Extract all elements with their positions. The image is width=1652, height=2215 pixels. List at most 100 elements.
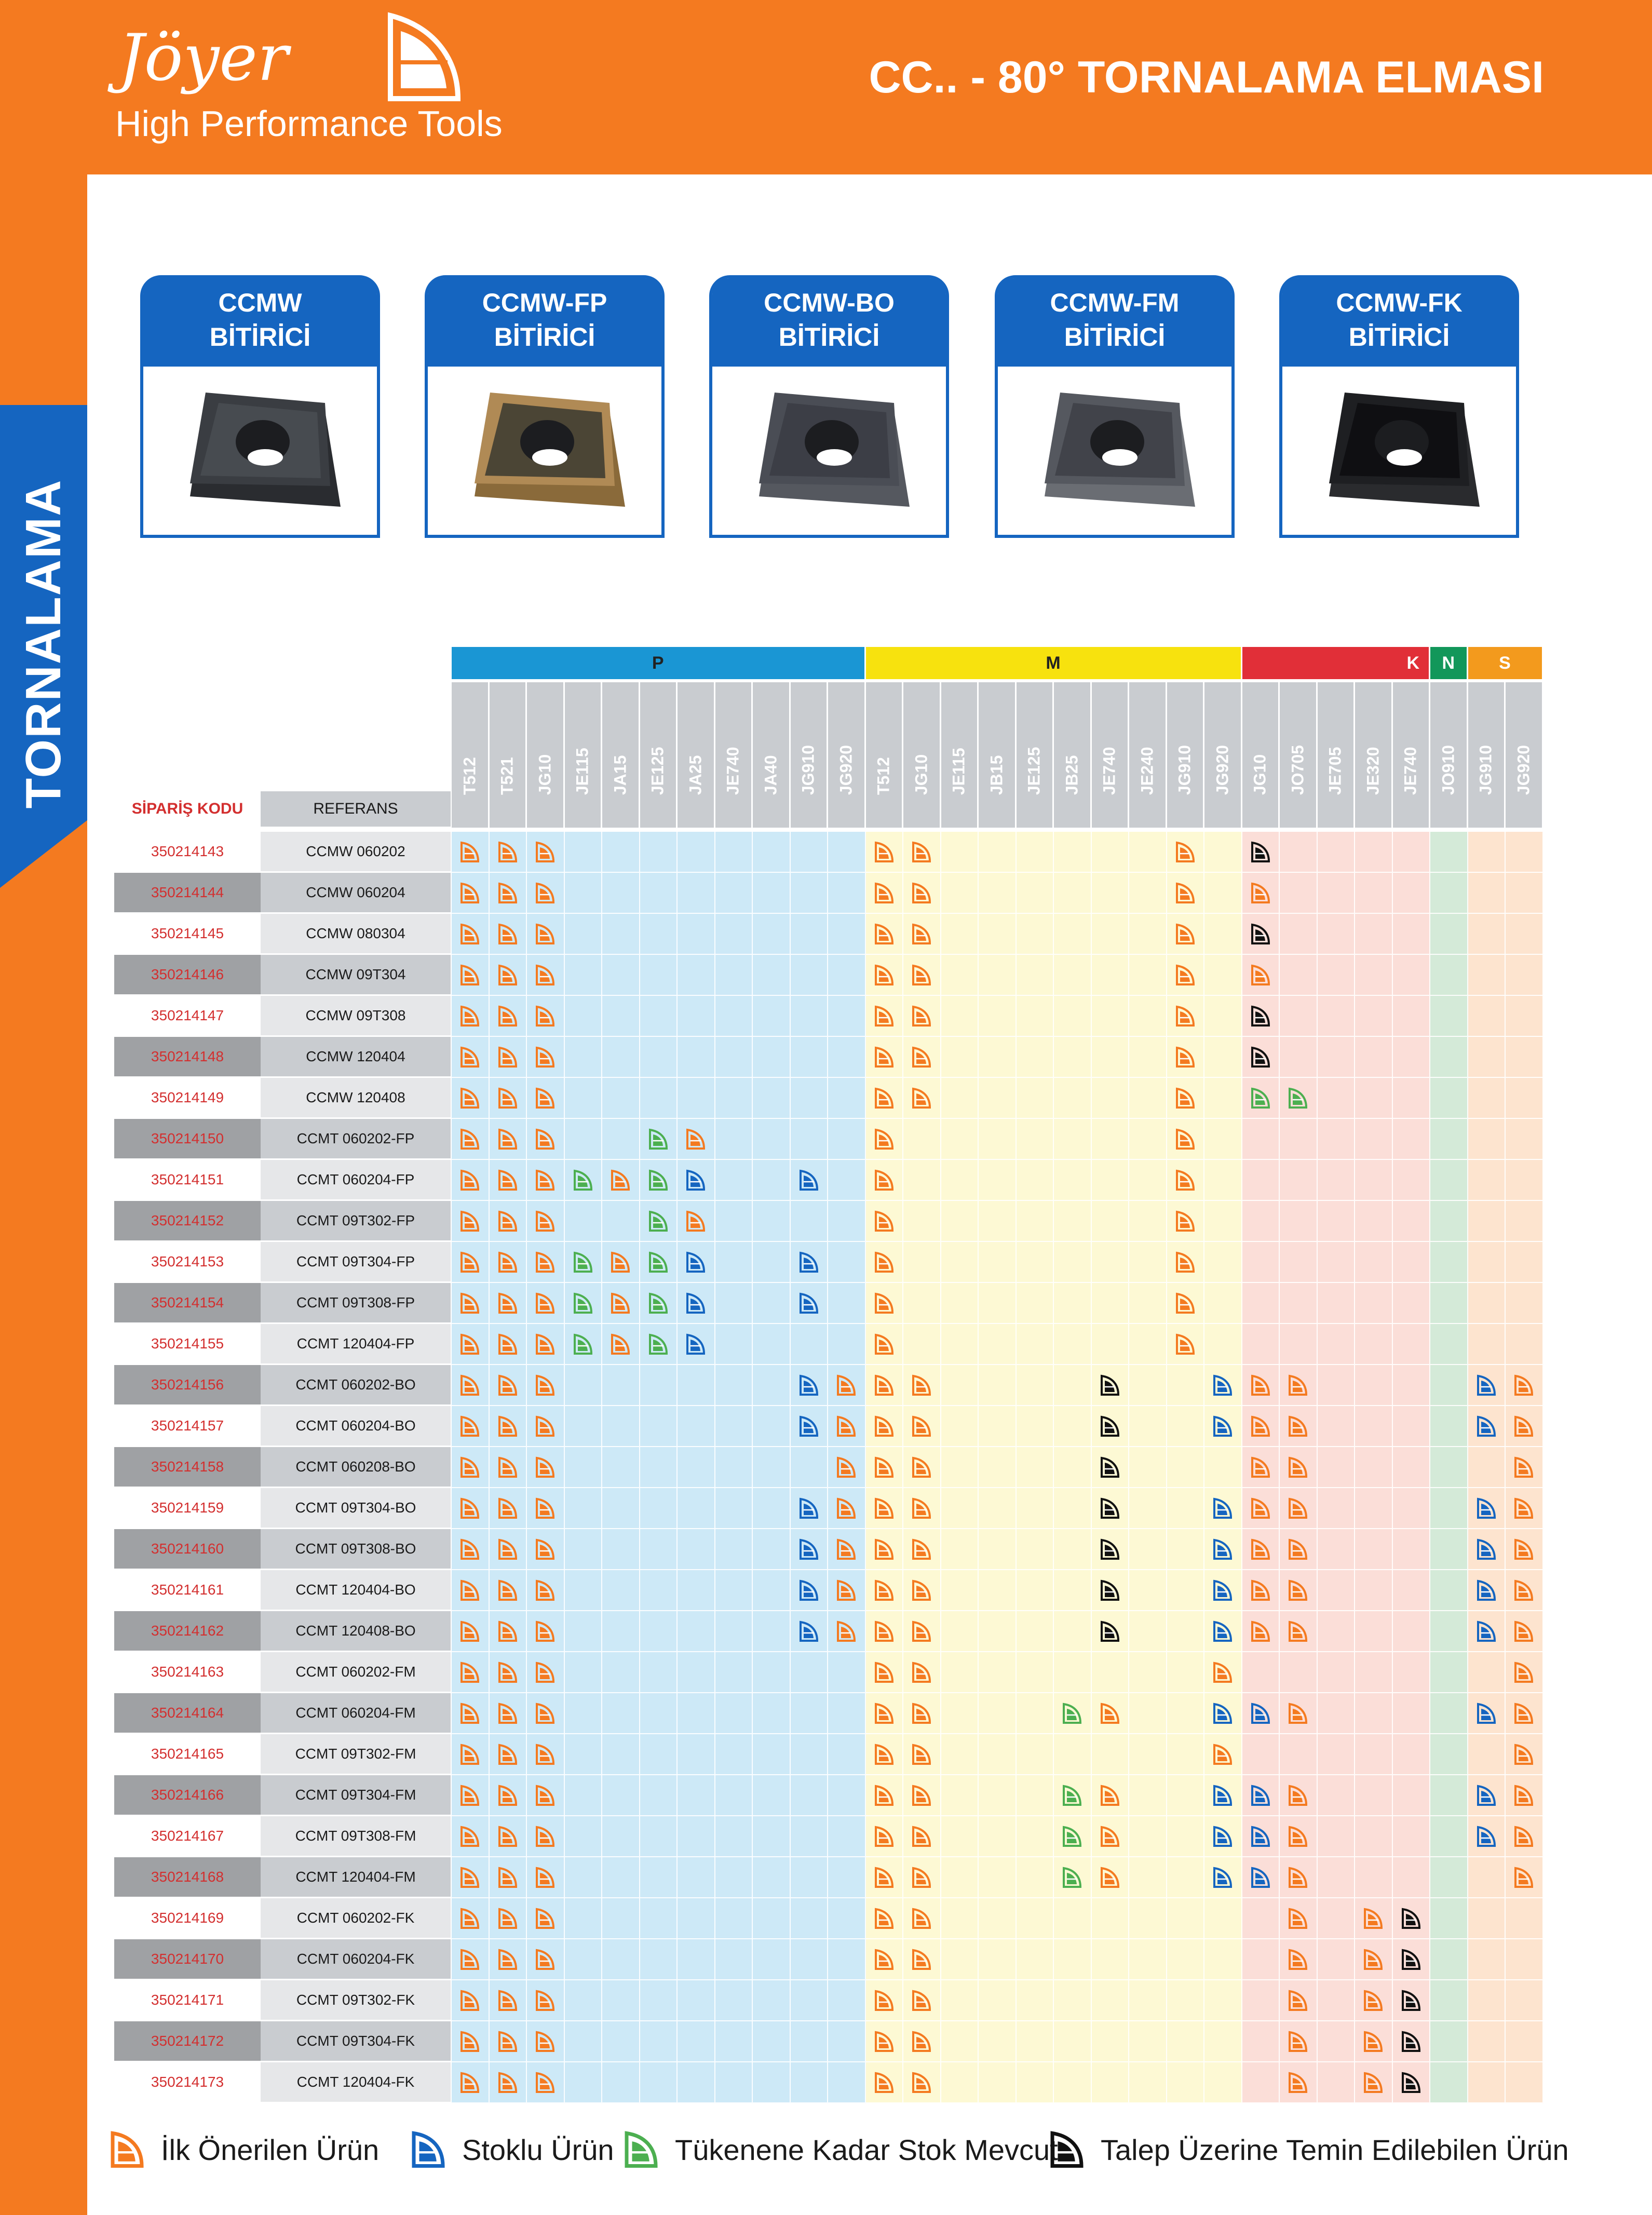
first-choice-icon: [459, 1702, 480, 1725]
grade-cell: [941, 1078, 979, 1119]
grade-cell: [1506, 1324, 1543, 1365]
grade-cell: [678, 1119, 715, 1160]
order-code: 350214173: [114, 2062, 261, 2102]
grade-cell: [979, 1283, 1017, 1324]
grade-cell: [865, 914, 903, 955]
grade-cell: [865, 1160, 903, 1201]
grade-cell: [564, 1693, 602, 1734]
grade-cell: [564, 1201, 602, 1242]
grade-cell: [1054, 1201, 1092, 1242]
grade-cell: [489, 1980, 527, 2021]
grade-cell: [1129, 1283, 1167, 1324]
first-choice-icon: [836, 1497, 857, 1520]
grade-cell: [1167, 1119, 1204, 1160]
grade-cell: [564, 996, 602, 1037]
grade-cell: [678, 1939, 715, 1980]
grade-cell: [678, 1365, 715, 1406]
grade-cell: [564, 1160, 602, 1201]
first-choice-icon: [911, 1087, 932, 1110]
grade-cell: [1430, 2062, 1468, 2103]
grade-cell: [1506, 914, 1543, 955]
grade-cell: [715, 1078, 753, 1119]
product-card: CCMW-FK BİTİRİCİ: [1279, 275, 1519, 538]
grade-cell: [1091, 1529, 1129, 1570]
grade-cell: [1506, 1980, 1543, 2021]
grade-cell: [452, 1447, 490, 1488]
grade-cell: [602, 1242, 640, 1283]
grade-cell: [865, 1037, 903, 1078]
first-choice-icon: [874, 1948, 895, 1971]
grade-cell: [1317, 1898, 1355, 1939]
grade-cell: [602, 1693, 640, 1734]
grade-cell: [1091, 1406, 1129, 1447]
grade-cell: [1016, 1898, 1054, 1939]
reference: CCMT 09T304-FK: [261, 2021, 451, 2061]
grade-cell: [1167, 1529, 1204, 1570]
grade-cell: [903, 1160, 941, 1201]
grade-cell: [1054, 1980, 1092, 2021]
section-tab: [0, 405, 87, 888]
grade-label: JE740: [723, 747, 742, 795]
first-choice-icon: [1288, 1456, 1308, 1479]
first-choice-icon: [497, 1784, 518, 1807]
grade-cell: [828, 1734, 866, 1775]
brand-tagline: High Performance Tools: [115, 103, 503, 144]
grade-cell: [564, 1898, 602, 1939]
grade-cell: [1468, 1037, 1506, 1078]
grade-cell: [903, 1037, 941, 1078]
grade-cell: [678, 1570, 715, 1611]
first-choice-icon: [1250, 964, 1271, 987]
order-code: 350214158: [114, 1447, 261, 1487]
legend-item: Tükenene Kadar Stok Mevcut: [623, 2124, 1058, 2176]
grade-cell: [1129, 1611, 1167, 1652]
grade-cell: [527, 1816, 565, 1857]
grade-cell: [979, 1037, 1017, 1078]
grade-cell: [564, 1939, 602, 1980]
grade-cell: [941, 1201, 979, 1242]
grade-cell: [1317, 1447, 1355, 1488]
grade-cell: [1317, 1201, 1355, 1242]
first-choice-icon: [1513, 1538, 1534, 1561]
grade-cell: [1091, 1898, 1129, 1939]
grade-cell: [1355, 2021, 1393, 2062]
grade-cell: [1167, 1939, 1204, 1980]
first-choice-icon: [459, 1046, 480, 1069]
grade-cell: [1468, 1447, 1506, 1488]
grade-cell: [1280, 1980, 1318, 2021]
first-choice-icon: [1513, 1866, 1534, 1889]
grade-cell: [1129, 1734, 1167, 1775]
product-name: CCMW-FP: [482, 288, 607, 317]
grade-column-header: JG910: [790, 682, 828, 828]
in-stock-icon: [685, 1251, 706, 1274]
grade-cell: [564, 1488, 602, 1529]
grade-cell: [941, 1406, 979, 1447]
grade-cell: [602, 1857, 640, 1898]
grade-cell: [678, 1898, 715, 1939]
grade-cell: [527, 1201, 565, 1242]
insert-photo: [169, 382, 351, 522]
grade-cell: [489, 1160, 527, 1201]
grade-cell: [1355, 873, 1393, 914]
order-code: 350214166: [114, 1775, 261, 1815]
in-stock-icon: [1476, 1415, 1497, 1438]
grade-cell: [1242, 1611, 1280, 1652]
first-choice-icon: [610, 1333, 631, 1356]
grade-cell: [1054, 914, 1092, 955]
grade-cell: [1430, 1406, 1468, 1447]
grade-cell: [564, 1037, 602, 1078]
grade-cell: [1167, 1980, 1204, 2021]
grade-cell: [1016, 2062, 1054, 2103]
grade-cell: [979, 1816, 1017, 1857]
grade-cell: [1355, 1201, 1393, 1242]
on-request-icon: [1100, 1497, 1120, 1520]
grade-cell: [678, 832, 715, 873]
grade-cell: [1430, 1611, 1468, 1652]
grade-cell: [1280, 1488, 1318, 1529]
first-choice-icon: [911, 1948, 932, 1971]
grade-cell: [1506, 1652, 1543, 1693]
grade-cell: [1204, 1447, 1242, 1488]
first-choice-icon: [911, 1538, 932, 1561]
grade-cell: [1242, 1980, 1280, 2021]
grade-cell: [1430, 1734, 1468, 1775]
grade-cell: [903, 914, 941, 955]
